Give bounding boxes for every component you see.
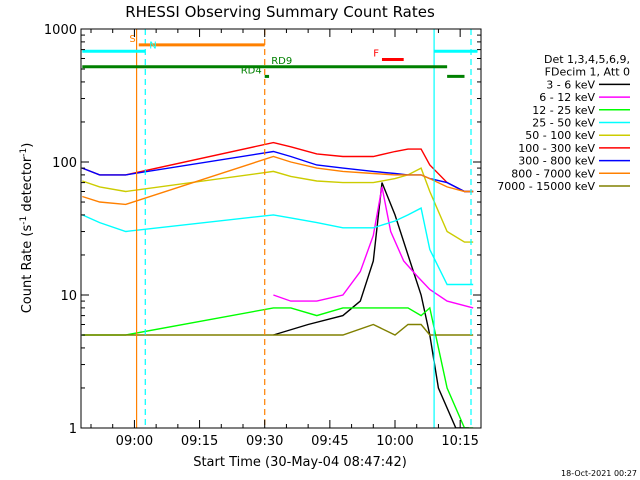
y-axis-title-end: ) (20, 143, 35, 148)
legend-entry-label: 50 - 100 keV (525, 129, 595, 142)
series-line-8 (82, 155, 474, 206)
flag-label-6: RD4 (241, 65, 262, 76)
flag-label-4: F (373, 48, 379, 59)
x-tick-label: 09:45 (311, 434, 348, 449)
legend-entry-label: 12 - 25 keV (532, 104, 595, 117)
y-axis-title-sup1: -1 (19, 216, 29, 225)
legend-header-line: FDecim 1, Att 0 (545, 66, 630, 79)
x-tick-label: 10:00 (376, 434, 413, 449)
series-line-2 (273, 186, 474, 309)
series-line-1 (273, 182, 469, 428)
y-tick-label: 100 (52, 156, 77, 171)
legend-entry-label: 25 - 50 keV (532, 117, 595, 130)
legend-header-line: Det 1,3,4,5,6,9, (544, 53, 630, 66)
series-line-9 (82, 323, 474, 336)
flags-layer: S N F RD9 RD4 (82, 29, 478, 428)
timestamp: 18-Oct-2021 00:27 (561, 469, 637, 478)
legend-entry-label: 300 - 800 keV (518, 155, 595, 168)
y-tick-label: 1000 (44, 23, 77, 38)
x-tick-label: 10:15 (441, 434, 478, 449)
x-tick-label: 09:15 (181, 434, 218, 449)
flag-label-5: RD9 (271, 56, 292, 67)
y-tick-label: 10 (60, 289, 77, 304)
series-line-5 (82, 167, 474, 243)
legend-entry-label: 800 - 7000 keV (511, 167, 595, 180)
legend-entry-label: 100 - 300 keV (518, 142, 595, 155)
chart-title: RHESSI Observing Summary Count Rates (125, 3, 435, 21)
y-tick-label: 1 (69, 422, 77, 437)
data-layer (82, 141, 474, 428)
series-line-7 (82, 150, 474, 193)
y-axis-title-main: Count Rate (s (20, 225, 35, 314)
series-line-6 (82, 141, 474, 193)
legend-entry-label: 7000 - 15000 keV (497, 180, 595, 193)
x-tick-label: 09:00 (116, 434, 153, 449)
axes-layer: 09:00 09:15 09:30 09:45 10:00 10:15 1 10 100 1000 (44, 23, 482, 449)
y-axis-title-sup2: -1 (19, 148, 29, 157)
series-line-3 (82, 306, 474, 428)
flag-label-2: N (149, 40, 156, 51)
x-axis-title: Start Time (30-May-04 08:47:42) (193, 455, 407, 470)
y-axis-title: Count Rate (s-1 detector-1) (19, 143, 35, 314)
series-line-4 (82, 207, 474, 286)
flag-label-1: S (129, 34, 135, 45)
y-axis-title-mid: detector (20, 156, 35, 216)
legend-entry-label: 3 - 6 keV (546, 78, 595, 91)
plot-frame (80, 28, 482, 429)
legend-entry-label: 6 - 12 keV (539, 91, 595, 104)
x-tick-label: 09:30 (246, 434, 283, 449)
legend: Det 1,3,4,5,6,9,FDecim 1, Att 03 - 6 keV… (497, 53, 630, 193)
